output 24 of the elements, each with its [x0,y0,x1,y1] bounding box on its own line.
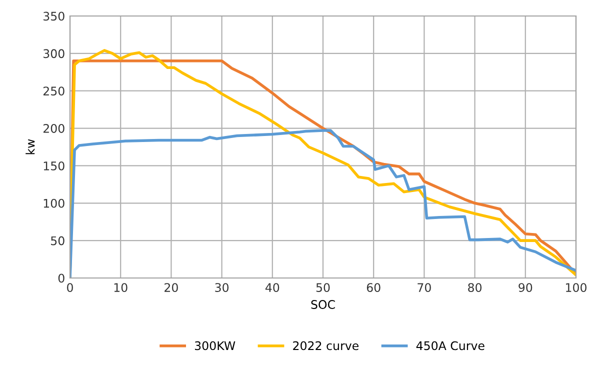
y-tick-label: 200 [43,124,64,133]
x-tick-label: 0 [67,283,73,292]
y-tick-label: 100 [44,198,64,208]
y-tick-label: 150 [44,161,64,170]
y-tick-label: 50 [51,236,64,246]
x-tick-label: 10 [114,283,128,292]
x-tick-label: 90 [518,283,532,292]
y-tick-label: 350 [44,12,64,21]
legend-label: 2022 curve [293,341,358,350]
x-tick-label: 70 [418,283,431,292]
y-tick-label: 0 [58,274,64,283]
y-tick-label: 250 [43,86,64,96]
legend-label: 450A Curve [416,341,484,350]
x-tick-label: 50 [316,283,330,292]
x-tick-label: 80 [468,283,482,292]
x-axis-title: SOC [311,300,335,309]
x-tick-label: 40 [265,283,280,292]
legend-label: 300KW [194,341,236,350]
x-tick-label: 30 [215,283,229,292]
y-axis-title: kw [26,139,35,154]
y-tick-label: 300 [44,49,64,58]
x-tick-label: 20 [164,283,178,292]
x-tick-label: 100 [566,283,586,292]
x-tick-label: 60 [366,283,380,292]
